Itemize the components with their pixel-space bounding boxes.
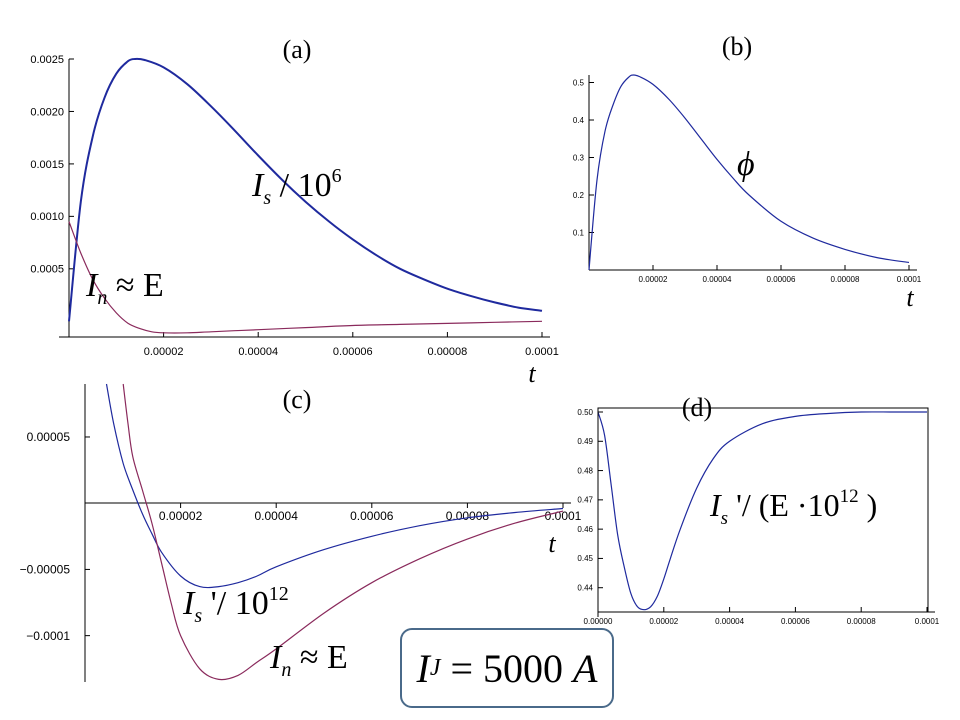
panel-d-x-tick-label: 0.00008 xyxy=(847,617,876,626)
panel-c-y-tick-label: −0.0001 xyxy=(26,629,70,643)
panel-b-y-tick-label: 0.4 xyxy=(573,116,585,125)
panel-a-y-tick-label: 0.0015 xyxy=(30,159,64,171)
panel-a-y-tick-label: 0.0025 xyxy=(30,54,64,66)
current-symbol: I xyxy=(416,645,430,691)
panel-a-series-1-annotation-main: I xyxy=(251,167,265,204)
panel-b-series-1-line xyxy=(588,74,910,271)
panel-a-series-2-annotation-sub: n xyxy=(97,287,107,309)
current-subscript: J xyxy=(429,654,441,681)
panel-b-y-tick-label: 0.1 xyxy=(573,228,585,237)
panel-c-series-2-annotation-rest: ≈ E xyxy=(291,639,347,676)
panel-a-chart: 0.00002 0.00004 0.00006 0.00008 0.0001 0.0005… xyxy=(30,35,558,388)
panel-d-frame xyxy=(597,407,929,613)
panel-c-series-2-annotation-main: I xyxy=(269,639,283,676)
panel-d-series-1-annotation-sub: s xyxy=(721,508,728,529)
panel-c-x-tick-label: 0.00002 xyxy=(159,509,203,523)
panel-a-series-1-annotation: Is / 106 xyxy=(251,165,342,209)
panel-c-series-2-annotation: In ≈ E xyxy=(269,639,348,681)
panel-c-series-2-line xyxy=(122,383,564,681)
panel-c-series-1-line xyxy=(105,383,564,589)
panel-a-series-1-annotation-rest: / 10 xyxy=(271,167,331,204)
panel-b-x-tick-label: 0.00006 xyxy=(767,275,796,284)
panel-d-y-tick-label: 0.46 xyxy=(577,525,593,534)
panel-d-x-tick-label: 0.00000 xyxy=(584,617,613,626)
panel-d-series-1-annotation-main: I xyxy=(709,487,722,523)
panel-b-y-tick-label: 0.2 xyxy=(573,191,585,200)
panel-b-y-tick-label: 0.3 xyxy=(573,153,585,162)
panel-d-y-tick-label: 0.50 xyxy=(577,408,593,417)
panel-c-chart: 0.00002 0.00004 0.00006 0.00008 0.00010.0000… xyxy=(20,383,582,682)
panel-c-y-tick-label: 0.00005 xyxy=(27,430,71,444)
panel-c-series-1-annotation: Is '/ 1012 xyxy=(182,583,289,627)
panel-c-series-1-annotation-sub: s xyxy=(194,605,202,627)
panel-b-y-tick-label: 0.5 xyxy=(573,78,585,87)
panel-a-label: (a) xyxy=(283,35,312,64)
panel-d-x-tick-label: 0.00004 xyxy=(715,617,744,626)
panel-b-series-1-annotation-main: ϕ xyxy=(737,146,755,183)
panel-a-y-tick-label: 0.0005 xyxy=(30,264,64,276)
panel-c-x-tick-label: 0.00006 xyxy=(350,509,394,523)
panel-a-y-tick-label: 0.0010 xyxy=(30,211,64,223)
panel-b-chart: 0.00002 0.00004 0.00006 0.00008 0.0001 0.1 0.2… xyxy=(573,32,922,312)
panel-a-series-1-annotation-sub: s xyxy=(263,187,271,209)
panel-d-y-tick-label: 0.49 xyxy=(577,437,593,446)
panel-d-series-1-annotation-after: ) xyxy=(859,487,878,523)
panel-a-x-tick-label: 0.00004 xyxy=(238,346,278,358)
current-value: = 5000 xyxy=(450,645,564,691)
panel-d-series-1-annotation-sup: 12 xyxy=(840,486,859,507)
panel-c-series-1-annotation-sup: 12 xyxy=(269,583,289,605)
panel-a-x-tick-label: 0.00008 xyxy=(428,346,468,358)
panel-a-y-tick-label: 0.0020 xyxy=(30,106,64,118)
panel-b-x-axis-label: t xyxy=(906,283,914,312)
panel-c-x-axis-label: t xyxy=(548,529,556,558)
panel-b-x-tick-label: 0.00008 xyxy=(831,275,860,284)
panel-b-x-tick-label: 0.00004 xyxy=(703,275,732,284)
panel-d-y-tick-label: 0.45 xyxy=(577,554,593,563)
panel-d-series-1-line xyxy=(597,411,927,611)
panel-d-y-tick-label: 0.44 xyxy=(577,584,593,593)
current-unit: A xyxy=(573,645,598,691)
panel-d-chart: 0.00000 0.00002 0.00004 0.00006 0.00008 0.000… xyxy=(577,393,939,626)
panel-b-x-tick-label: 0.0001 xyxy=(897,275,922,284)
panel-c-y-tick-label: −0.00005 xyxy=(20,563,71,577)
panel-c-x-tick-label: 0.00004 xyxy=(255,509,299,523)
panel-c-x-tick-label: 0.0001 xyxy=(545,509,582,523)
panel-a-x-tick-label: 0.00006 xyxy=(333,346,373,358)
panel-b-x-tick-label: 0.00002 xyxy=(639,275,668,284)
panel-b-series-1-annotation: ϕ xyxy=(737,146,755,183)
panel-a-series-1-line xyxy=(68,57,543,322)
panel-d-x-tick-label: 0.00006 xyxy=(781,617,810,626)
panel-a-series-1-annotation-sup: 6 xyxy=(332,165,342,187)
panel-c-series-1-annotation-rest: '/ 10 xyxy=(202,585,269,622)
panel-a-x-tick-label: 0.0001 xyxy=(525,346,559,358)
panel-a-series-2-line xyxy=(68,221,543,334)
panel-d-x-tick-label: 0.00002 xyxy=(649,617,678,626)
panel-a-x-axis-label: t xyxy=(528,359,536,388)
panel-d-x-tick-label: 0.0001 xyxy=(915,617,940,626)
panel-a-series-2-annotation: In ≈ E xyxy=(85,267,164,309)
panel-d-series-1-annotation: Is '/ (E ·1012 ) xyxy=(709,486,877,529)
panel-c-series-1-annotation-main: I xyxy=(182,585,196,622)
panel-d-y-tick-label: 0.47 xyxy=(577,496,593,505)
panel-d-series-1-annotation-rest: '/ (E ·10 xyxy=(728,487,840,523)
panel-d-y-tick-label: 0.48 xyxy=(577,466,593,475)
panel-a-x-tick-label: 0.00002 xyxy=(144,346,184,358)
panel-c-series-2-annotation-sub: n xyxy=(281,659,291,681)
panel-c-label: (c) xyxy=(283,385,312,414)
panel-a-series-2-annotation-main: I xyxy=(85,267,99,304)
panel-a-series-2-annotation-rest: ≈ E xyxy=(107,267,163,304)
panel-b-label: (b) xyxy=(722,32,752,61)
